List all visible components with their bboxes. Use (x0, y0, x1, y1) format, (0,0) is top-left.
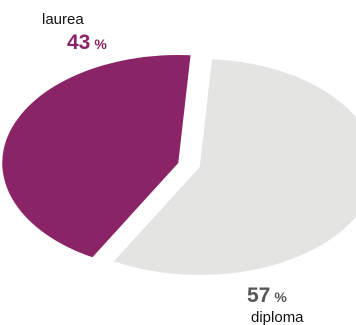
slice-value-laurea: 43 (67, 31, 90, 54)
slice-label-diploma: diploma (251, 309, 304, 325)
pie-slice-laurea (2, 55, 191, 258)
pie-slice-diploma (113, 59, 356, 275)
slice-value-diploma: 57 (247, 284, 270, 307)
slice-unit-laurea: % (94, 36, 107, 52)
slice-label-laurea: laurea (42, 11, 84, 28)
slice-percent-laurea: 43% (67, 31, 107, 54)
slice-unit-diploma: % (274, 289, 287, 305)
slice-percent-diploma: 57% (247, 284, 287, 307)
pie-slices (2, 55, 356, 275)
